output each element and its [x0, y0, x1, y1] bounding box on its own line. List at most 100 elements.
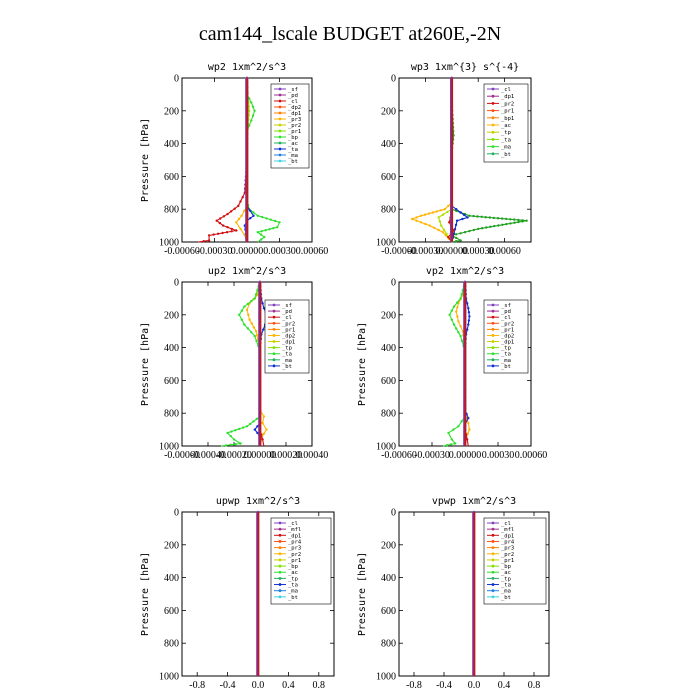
legend-entry: _ta: [288, 147, 298, 153]
legend-entry: _bp: [288, 564, 298, 570]
data-point: [272, 227, 275, 230]
data-point: [443, 208, 446, 211]
legend-entry: _dp1: [282, 340, 295, 346]
data-point: [468, 214, 471, 217]
data-point: [216, 232, 220, 235]
x-tick-label: 0.0: [468, 680, 481, 691]
legend-entry: _ta: [282, 352, 292, 358]
legend-entry: _bp1: [501, 116, 514, 122]
data-point: [263, 235, 266, 239]
data-point: [250, 322, 253, 325]
data-point: [238, 427, 241, 431]
data-point: [459, 232, 462, 235]
legend-entry: _tp: [282, 346, 292, 352]
panels: wp2 1xm^2/s^302004006008001000-0.00060-0…: [140, 62, 550, 691]
legend-entry: _ma: [501, 589, 511, 595]
data-point: [254, 293, 258, 296]
legend-marker: [491, 303, 495, 307]
x-tick-label: 0.00060: [515, 450, 548, 461]
data-point: [457, 331, 460, 334]
data-point: [437, 216, 440, 219]
y-tick-label: 400: [164, 573, 179, 584]
legend-marker: [491, 152, 495, 156]
data-point: [262, 415, 266, 418]
panel-2: wp3 1xm^{3} s^{-4}02004006008001000-0.00…: [376, 62, 532, 257]
y-tick-label: 0: [174, 278, 179, 289]
panel-5: upwp 1xm^2/s^3 0 200 400 600 800 1000 -0.8 -0.4 0…: [140, 496, 335, 691]
data-point: [248, 109, 251, 113]
y-tick-label: 800: [381, 639, 396, 650]
data-point: [513, 218, 516, 221]
x-tick-label: 0.00060: [296, 246, 329, 257]
legend-marker: [278, 141, 282, 145]
legend-marker: [491, 595, 495, 599]
y-tick-label: 800: [164, 205, 179, 216]
data-point: [253, 109, 256, 113]
data-point: [268, 228, 271, 231]
x-tick-label: 0.00000: [436, 246, 469, 257]
data-point: [459, 239, 462, 242]
data-point: [513, 221, 516, 224]
y-tick-label: 400: [164, 139, 179, 150]
legend-entry: _dp1: [501, 340, 514, 346]
data-point: [455, 240, 458, 243]
legend-marker: [278, 117, 282, 121]
y-tick-label: 400: [381, 343, 396, 354]
legend-entry: _dp1: [501, 533, 514, 539]
legend-marker: [278, 105, 282, 109]
legend-marker: [491, 334, 495, 337]
y-tick-label: 600: [164, 606, 179, 617]
data-point: [261, 438, 264, 441]
data-point: [466, 328, 469, 331]
data-point: [459, 325, 462, 328]
data-point: [249, 217, 252, 220]
y-tick-label: 200: [164, 106, 179, 117]
data-point: [240, 214, 243, 217]
data-point: [250, 101, 253, 104]
legend-marker: [491, 583, 495, 586]
data-point: [415, 216, 418, 219]
y-tick-label: 600: [381, 606, 396, 617]
x-tick-label: -0.4: [436, 680, 452, 691]
legend-marker: [491, 321, 495, 325]
panel-title: wp2 1xm^2/s^3: [208, 62, 286, 73]
legend-entry: _pr4: [288, 539, 302, 545]
data-point: [488, 216, 491, 219]
data-point: [262, 328, 265, 331]
legend-marker: [491, 309, 495, 313]
data-point: [230, 430, 233, 433]
legend-entry: _ta: [288, 583, 298, 589]
data-point: [262, 432, 266, 435]
legend-marker: [278, 159, 282, 163]
legend-marker: [278, 540, 282, 543]
data-point: [467, 307, 470, 310]
data-point: [461, 217, 464, 221]
series-line: [410, 78, 453, 243]
data-point: [480, 215, 483, 218]
y-tick-label: 600: [381, 376, 396, 387]
legend-entry: _ac: [288, 141, 298, 147]
legend-entry: _cl: [501, 87, 511, 93]
y-tick-label: 200: [381, 540, 396, 551]
data-point: [252, 214, 255, 217]
data-point: [262, 307, 266, 310]
legend-entry: _cl: [282, 315, 292, 321]
legend-entry: _tp: [288, 576, 298, 582]
legend-entry: _bt: [501, 364, 511, 370]
legend-entry: _ta: [501, 137, 511, 143]
legend-marker: [278, 521, 282, 525]
legend-entry: _tp: [501, 346, 511, 352]
x-tick-label: 0.00000: [231, 246, 264, 257]
data-point: [251, 114, 255, 117]
legend-entry: _pr2: [501, 101, 514, 107]
legend-marker: [491, 346, 495, 350]
legend-entry: _cl: [501, 315, 511, 321]
legend-marker: [491, 94, 495, 98]
data-point: [254, 330, 258, 333]
legend-entry: _pr1: [288, 129, 301, 135]
data-point: [230, 227, 233, 231]
legend-entry: _cl: [288, 99, 298, 105]
data-point: [456, 315, 459, 318]
data-point: [438, 220, 442, 223]
y-axis-label: Pressure [hPa]: [140, 322, 151, 406]
